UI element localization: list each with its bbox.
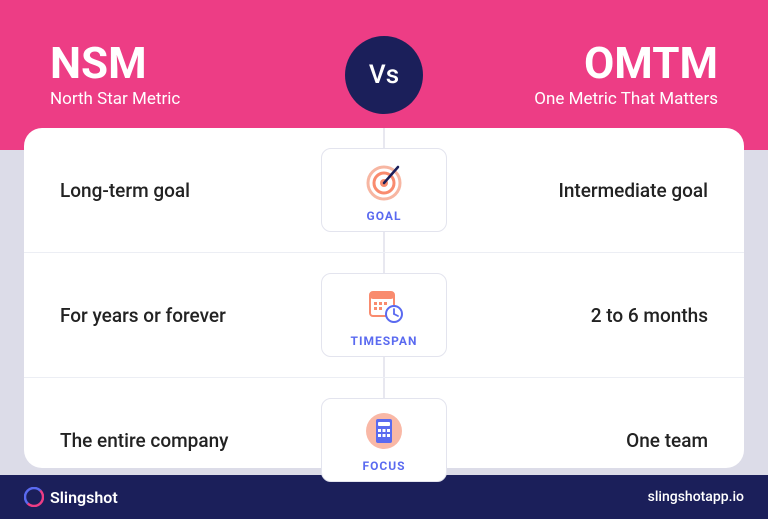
center-cell-focus: FOCUS: [321, 398, 447, 482]
comparison-row: Long-term goal GOAL Intermediate goal: [24, 128, 744, 253]
row-left-text: The entire company: [60, 429, 306, 452]
vs-badge: Vs: [345, 36, 423, 114]
center-label: TIMESPAN: [351, 334, 418, 348]
brand-block: Slingshot: [24, 487, 118, 507]
center-label: GOAL: [367, 209, 402, 223]
calendar-clock-icon: [362, 284, 406, 328]
header-right-block: OMTM One Metric That Matters: [534, 41, 718, 109]
right-acronym: OMTM: [534, 41, 718, 85]
row-right-text: 2 to 6 months: [462, 304, 708, 327]
row-right-text: Intermediate goal: [462, 179, 708, 202]
row-left-text: Long-term goal: [60, 179, 306, 202]
comparison-row: For years or forever TIMESPAN 2 to 6 m: [24, 253, 744, 378]
slingshot-logo-icon: [24, 487, 44, 507]
right-fullname: One Metric That Matters: [534, 89, 718, 109]
calculator-icon: [362, 409, 406, 453]
row-right-text: One team: [462, 429, 708, 452]
brand-name: Slingshot: [50, 488, 118, 507]
row-left-text: For years or forever: [60, 304, 306, 327]
center-cell-goal: GOAL: [321, 148, 447, 232]
left-fullname: North Star Metric: [50, 89, 180, 109]
center-cell-timespan: TIMESPAN: [321, 273, 447, 357]
target-icon: [362, 159, 406, 203]
header-left-block: NSM North Star Metric: [50, 41, 180, 109]
left-acronym: NSM: [50, 41, 180, 85]
footer-url: slingshotapp.io: [648, 489, 744, 505]
comparison-card: Long-term goal GOAL Intermediate goal Fo…: [24, 128, 744, 468]
center-label: FOCUS: [362, 459, 405, 473]
